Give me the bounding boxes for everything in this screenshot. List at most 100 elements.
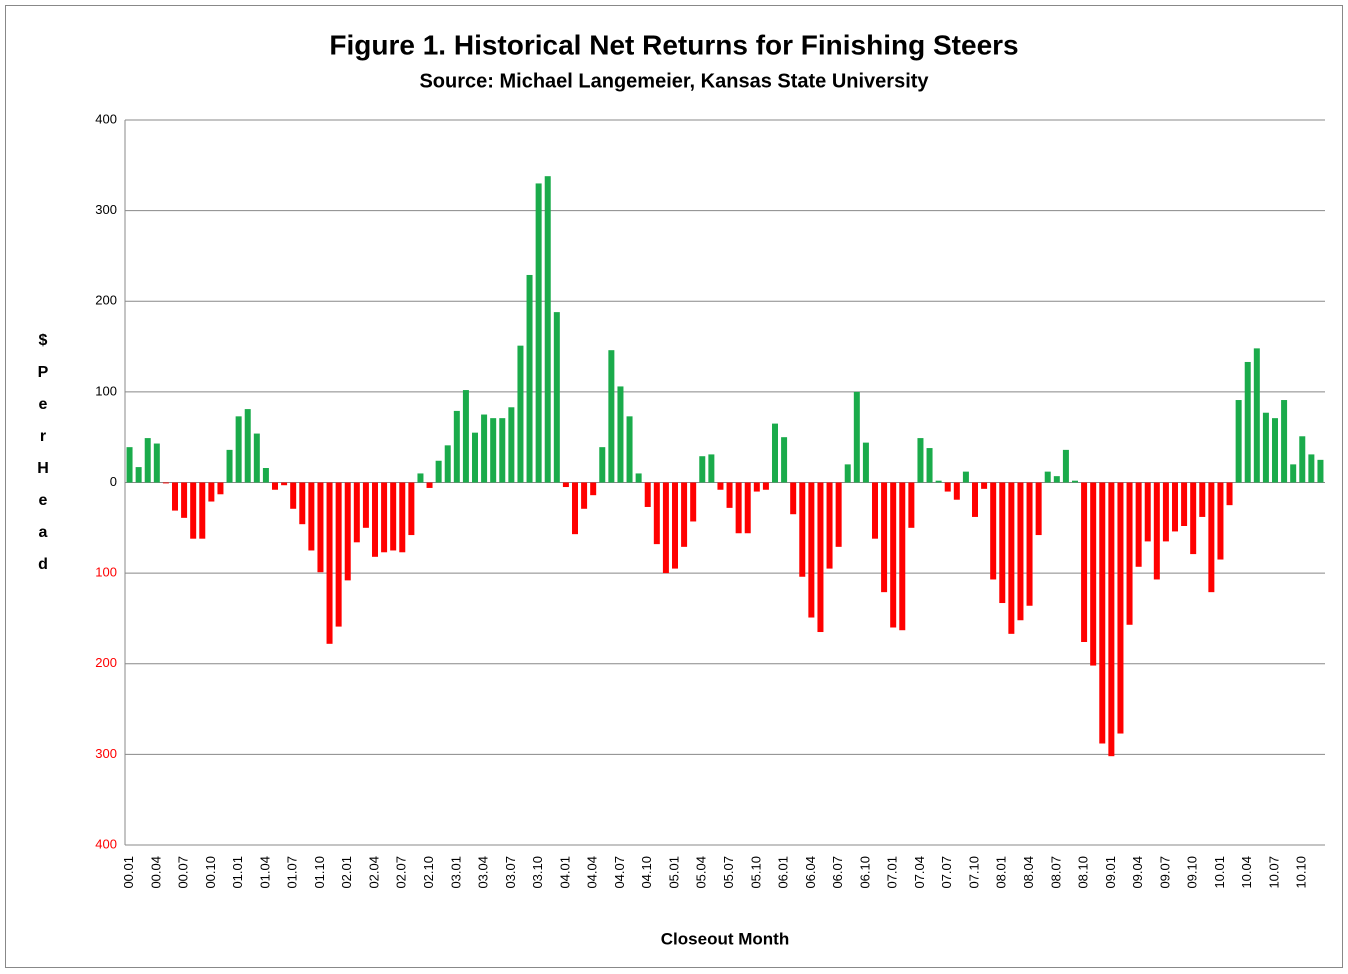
bar bbox=[126, 447, 133, 483]
bar bbox=[253, 433, 260, 483]
bar bbox=[526, 274, 533, 483]
x-tick-label: 01.01 bbox=[230, 856, 245, 889]
bar bbox=[1190, 482, 1197, 555]
bar bbox=[1272, 418, 1278, 483]
x-tick-label: 00.07 bbox=[176, 856, 191, 889]
bar bbox=[1217, 482, 1224, 560]
bar bbox=[672, 482, 678, 569]
x-tick-label: 03.04 bbox=[476, 856, 491, 889]
x-tick-label: 04.07 bbox=[612, 856, 627, 889]
bar bbox=[399, 482, 406, 553]
x-tick-label: 07.10 bbox=[966, 856, 981, 889]
bar bbox=[862, 442, 869, 483]
x-tick-label: 01.10 bbox=[312, 856, 327, 889]
x-tick-label: 08.01 bbox=[994, 856, 1009, 889]
bar bbox=[272, 482, 278, 490]
bar bbox=[417, 473, 424, 483]
bar bbox=[772, 423, 778, 483]
chart-subtitle: Source: Michael Langemeier, Kansas State… bbox=[419, 70, 929, 92]
x-tick-label: 02.01 bbox=[339, 856, 354, 889]
bar bbox=[508, 407, 515, 483]
x-tick-label: 06.07 bbox=[830, 856, 845, 889]
bar bbox=[881, 482, 888, 593]
bar bbox=[472, 432, 478, 483]
bar bbox=[1053, 476, 1060, 483]
bar bbox=[744, 482, 751, 534]
bar bbox=[162, 482, 169, 484]
bar bbox=[1144, 482, 1151, 542]
bar bbox=[1017, 482, 1024, 621]
bar bbox=[481, 414, 488, 483]
bar bbox=[817, 482, 824, 633]
x-tick-label: 01.07 bbox=[285, 856, 300, 889]
bar bbox=[1262, 412, 1269, 483]
bar bbox=[708, 454, 715, 483]
bar bbox=[753, 482, 760, 492]
y-tick-label: 0 bbox=[110, 474, 117, 489]
y-tick-label: 300 bbox=[95, 202, 117, 217]
bar bbox=[1181, 482, 1188, 526]
bar bbox=[808, 482, 815, 618]
bar bbox=[944, 482, 951, 492]
bar bbox=[826, 482, 833, 569]
bar bbox=[135, 467, 142, 483]
bar bbox=[572, 482, 578, 535]
bar bbox=[1208, 482, 1215, 593]
bar bbox=[1226, 482, 1233, 506]
bar bbox=[244, 409, 251, 483]
x-tick-label: 03.01 bbox=[448, 856, 463, 889]
x-tick-label: 08.04 bbox=[1021, 856, 1036, 889]
y-tick-label: 100 bbox=[95, 565, 117, 580]
bar bbox=[1308, 454, 1315, 483]
bar bbox=[553, 312, 560, 483]
bar bbox=[1099, 482, 1106, 744]
x-tick-label: 05.01 bbox=[666, 856, 681, 889]
bar bbox=[1244, 361, 1251, 483]
bar bbox=[290, 482, 297, 509]
x-tick-label: 10.07 bbox=[1266, 856, 1281, 889]
bar bbox=[781, 437, 788, 483]
bar bbox=[653, 482, 660, 545]
bar bbox=[281, 482, 288, 486]
bar bbox=[1008, 482, 1015, 634]
x-tick-label: 09.01 bbox=[1103, 856, 1118, 889]
bar bbox=[1290, 464, 1297, 483]
bar bbox=[199, 482, 206, 539]
x-tick-label: 06.01 bbox=[776, 856, 791, 889]
bar bbox=[499, 418, 506, 483]
bar bbox=[299, 482, 306, 525]
bar bbox=[699, 456, 706, 483]
bar bbox=[953, 482, 960, 500]
bar bbox=[153, 443, 160, 483]
bar bbox=[1081, 482, 1088, 642]
bar bbox=[426, 482, 433, 488]
bar bbox=[226, 449, 233, 483]
bar bbox=[217, 482, 224, 495]
bar bbox=[517, 345, 524, 483]
x-tick-label: 04.04 bbox=[585, 856, 600, 889]
bar bbox=[835, 482, 842, 547]
bar bbox=[999, 482, 1006, 604]
bar bbox=[690, 482, 697, 522]
bar bbox=[1253, 348, 1260, 483]
bar bbox=[235, 416, 242, 483]
bar bbox=[917, 438, 924, 483]
bar bbox=[1172, 482, 1178, 532]
x-tick-label: 10.10 bbox=[1294, 856, 1309, 889]
bar bbox=[717, 482, 724, 490]
x-tick-label: 05.10 bbox=[748, 856, 763, 889]
bar bbox=[362, 482, 369, 528]
bar bbox=[926, 448, 933, 483]
bar bbox=[981, 482, 988, 489]
bar bbox=[617, 386, 624, 483]
bar bbox=[190, 482, 197, 539]
x-tick-label: 10.01 bbox=[1212, 856, 1227, 889]
x-tick-label: 05.07 bbox=[721, 856, 736, 889]
bar bbox=[1117, 482, 1124, 734]
x-tick-label: 07.01 bbox=[885, 856, 900, 889]
bar bbox=[1162, 482, 1169, 542]
x-tick-label: 00.01 bbox=[121, 856, 136, 889]
bar bbox=[326, 482, 333, 644]
bar bbox=[644, 482, 651, 507]
